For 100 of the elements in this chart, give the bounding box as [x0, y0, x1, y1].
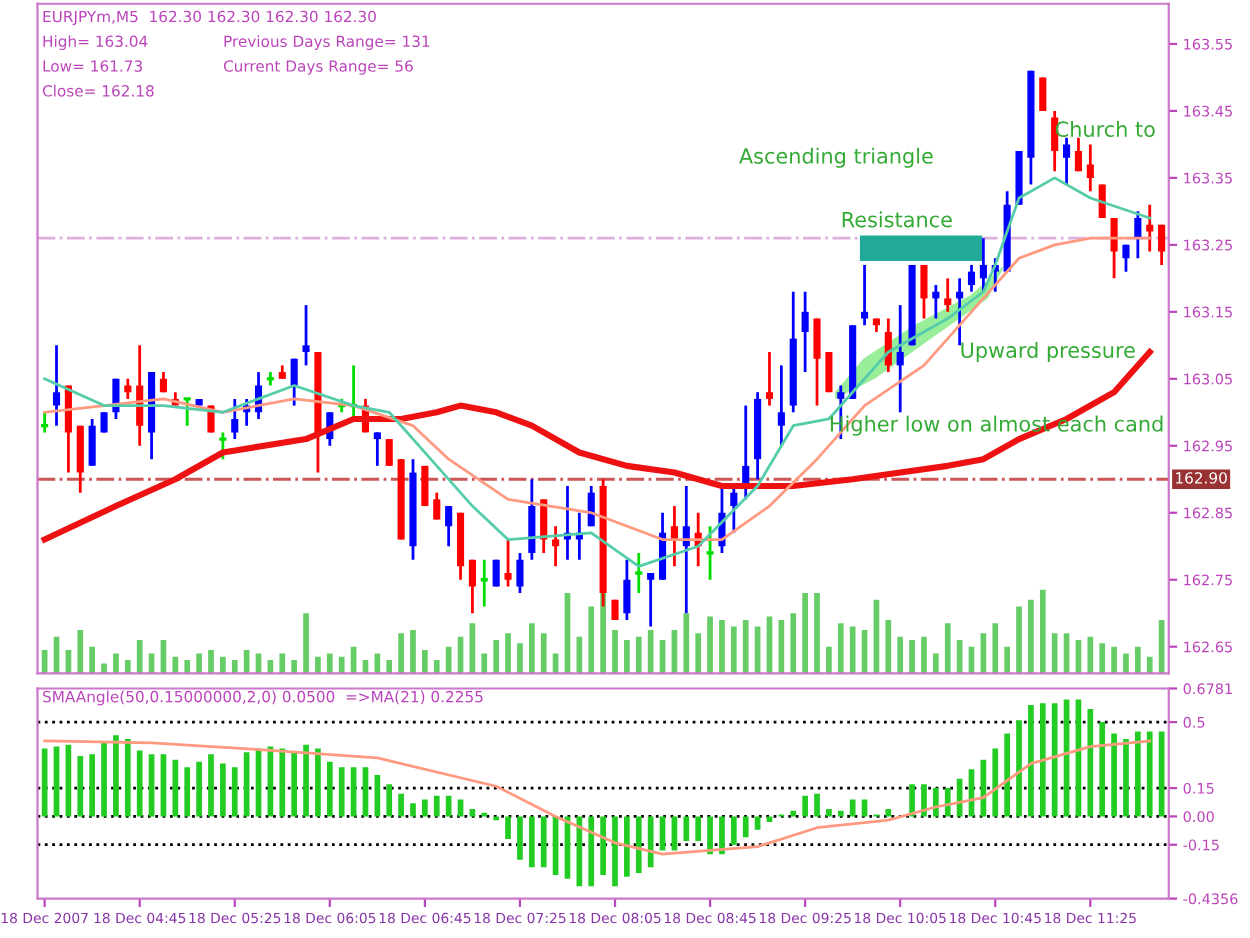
bar	[386, 784, 393, 817]
candlestick	[825, 350, 833, 394]
bar	[196, 761, 202, 817]
candlestick	[1122, 243, 1130, 274]
bar	[113, 653, 119, 674]
bar	[505, 633, 511, 674]
bar	[992, 623, 999, 674]
candlestick	[801, 290, 809, 374]
bar	[89, 754, 96, 817]
bar	[493, 640, 500, 674]
bar	[635, 816, 642, 874]
bar	[1135, 731, 1141, 817]
bar	[101, 742, 107, 817]
candlestick	[896, 303, 904, 414]
candlestick	[1134, 209, 1142, 260]
bar	[1111, 646, 1117, 674]
bar	[374, 653, 381, 674]
bar	[944, 623, 951, 674]
bar	[172, 759, 179, 817]
bar	[410, 629, 416, 674]
bar	[909, 640, 915, 674]
bar	[921, 784, 927, 817]
candlestick	[1051, 109, 1059, 173]
bar	[422, 650, 428, 674]
bar	[766, 816, 773, 823]
bar	[208, 650, 214, 674]
bar	[433, 660, 440, 674]
bar	[814, 793, 820, 817]
bar	[1111, 733, 1117, 817]
bar	[231, 660, 238, 674]
bar	[1028, 705, 1034, 817]
bar	[600, 816, 606, 875]
bar	[624, 816, 630, 877]
candlestick	[385, 437, 393, 468]
bar	[231, 767, 238, 817]
bar	[1099, 643, 1106, 674]
bar	[136, 640, 143, 674]
candlestick	[979, 236, 987, 294]
bar	[944, 788, 951, 817]
bar	[790, 810, 797, 817]
bar	[707, 616, 713, 674]
bar	[683, 613, 690, 674]
bar	[695, 816, 702, 841]
bar	[1123, 653, 1129, 674]
bar	[719, 816, 725, 855]
bar	[89, 646, 96, 674]
candlestick	[1074, 136, 1082, 173]
candlestick	[433, 491, 441, 521]
bar	[291, 660, 298, 674]
bar	[1051, 703, 1058, 817]
bar	[303, 613, 309, 674]
bar	[279, 748, 286, 817]
annotation: Resistance	[842, 211, 952, 228]
bar	[481, 653, 488, 674]
bar	[992, 748, 999, 817]
bar	[208, 754, 214, 817]
bar	[77, 756, 84, 817]
candlestick	[445, 504, 453, 548]
bar	[540, 633, 547, 674]
bar	[338, 656, 345, 674]
bar	[184, 660, 191, 674]
annotation: Upward pressure	[961, 341, 1135, 363]
bar	[291, 752, 298, 817]
bar	[505, 816, 511, 840]
candlestick	[1110, 216, 1118, 280]
bar	[588, 606, 595, 674]
bar	[1146, 731, 1153, 817]
bar	[386, 660, 393, 674]
bar	[1087, 636, 1094, 674]
bar	[398, 633, 404, 674]
bar	[814, 593, 820, 674]
bar	[172, 656, 179, 674]
bar	[1016, 720, 1022, 817]
bar	[338, 767, 345, 817]
candlestick	[528, 477, 536, 562]
bar	[315, 748, 321, 817]
bar	[101, 663, 107, 674]
candlestick	[231, 397, 239, 441]
bar	[1087, 708, 1094, 817]
bar	[707, 816, 713, 855]
bar	[1123, 739, 1129, 817]
bar	[624, 640, 630, 674]
bar	[184, 767, 191, 817]
bar	[528, 816, 535, 868]
bar	[422, 799, 428, 817]
bar	[540, 816, 547, 868]
candlestick	[1086, 143, 1094, 193]
candlestick	[504, 538, 512, 588]
bar	[921, 636, 927, 674]
candlestick	[765, 350, 774, 407]
bar	[1016, 606, 1022, 674]
bar	[398, 793, 404, 817]
bar	[802, 593, 808, 674]
bar	[730, 626, 737, 674]
candlestick	[1158, 223, 1166, 267]
bar	[279, 653, 286, 674]
bar	[612, 629, 618, 674]
candlestick	[76, 424, 84, 495]
bar	[932, 653, 939, 674]
candlestick	[52, 343, 61, 428]
